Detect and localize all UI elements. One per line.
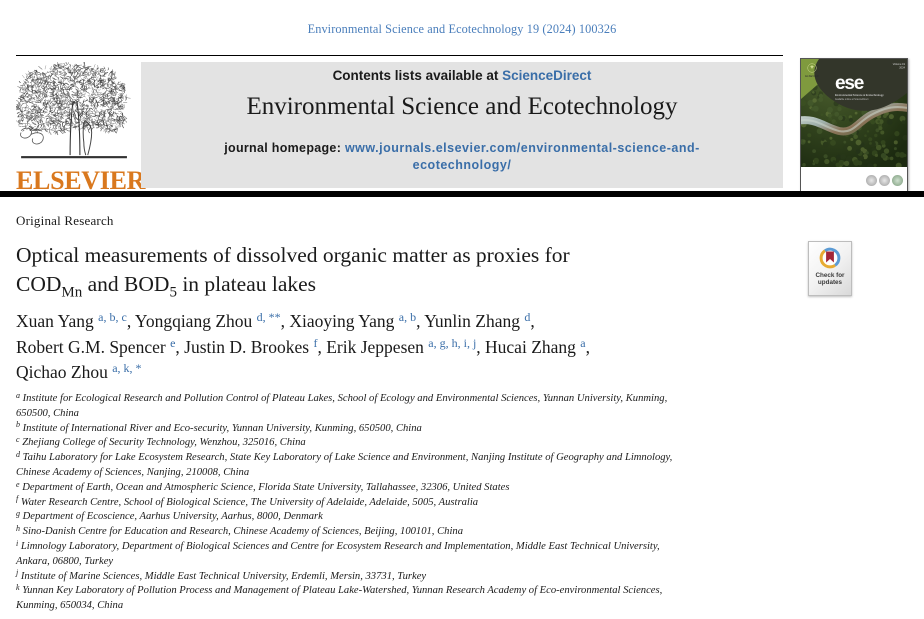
svg-text:2024: 2024 <box>899 66 905 70</box>
svg-text:ELSEVIER: ELSEVIER <box>805 74 819 78</box>
svg-text:Available online at ScienceDir: Available online at ScienceDirect <box>835 98 869 101</box>
svg-text:Environmental Science & Ecotec: Environmental Science & Ecotechnology <box>835 94 884 97</box>
svg-text:Volume 19: Volume 19 <box>893 62 906 66</box>
svg-text:ese: ese <box>835 73 864 94</box>
